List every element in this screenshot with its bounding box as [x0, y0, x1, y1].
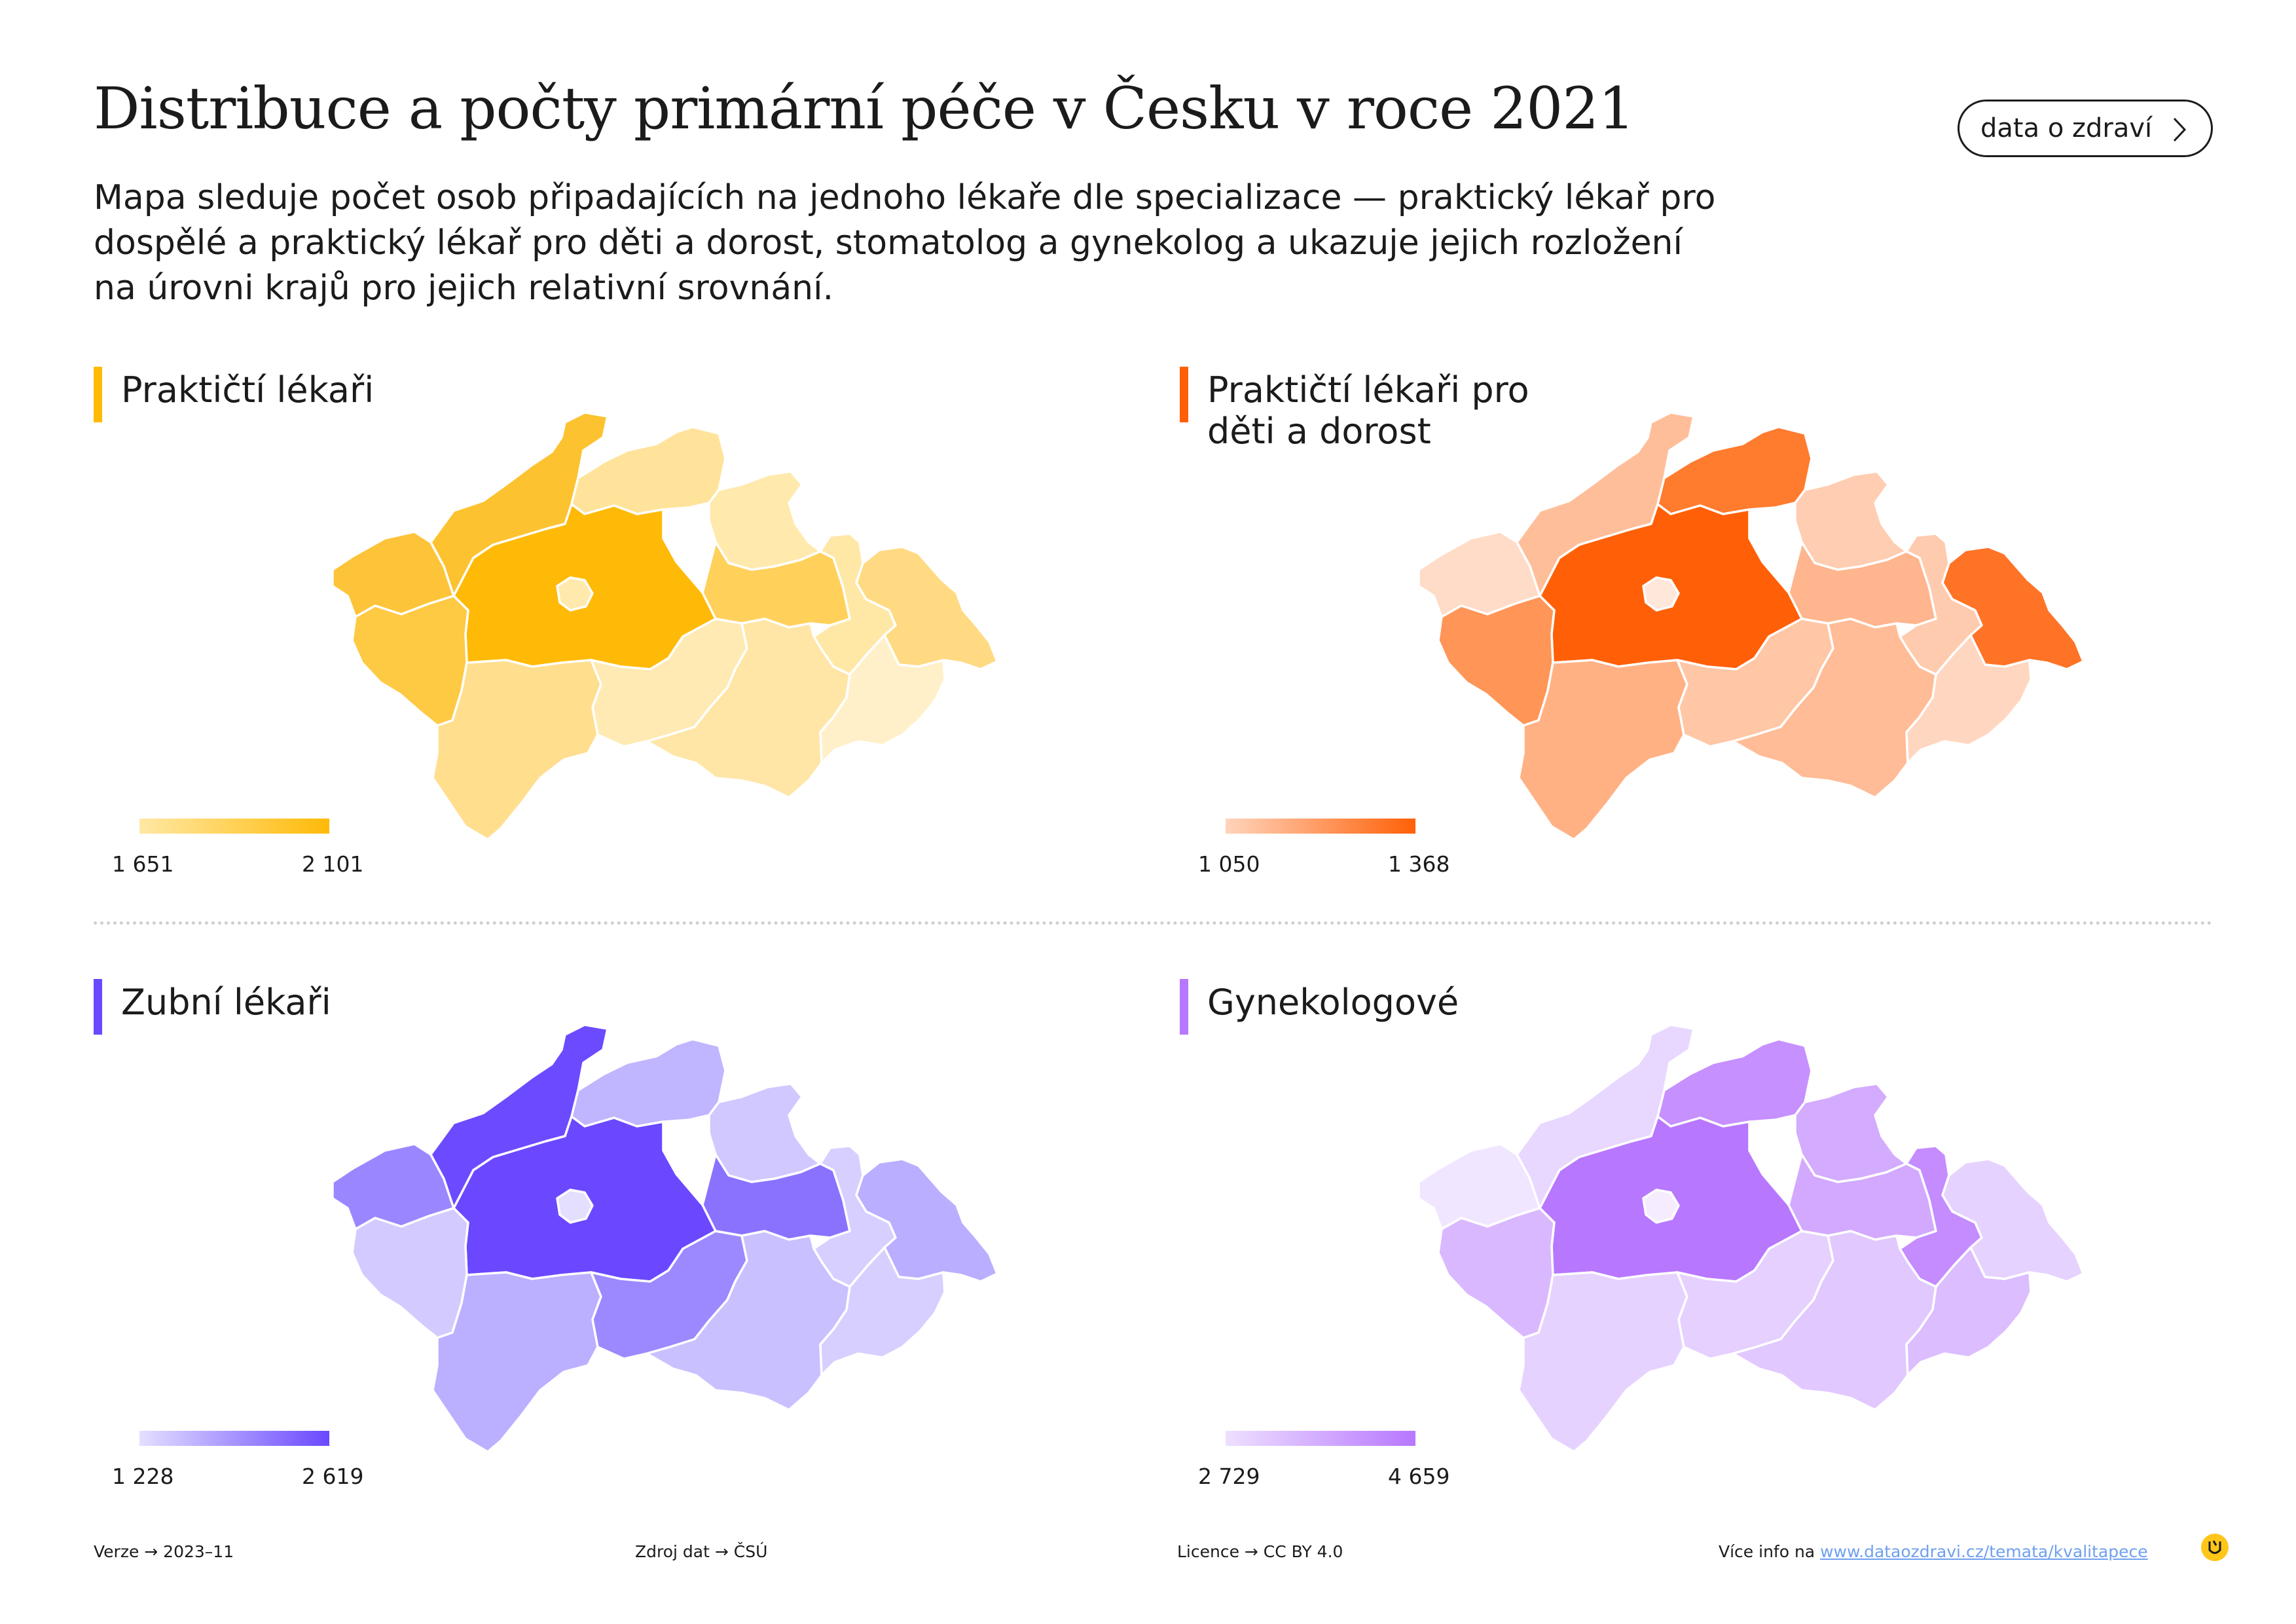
region-jihomoravsky — [1732, 618, 1937, 799]
czech-regions-map — [1417, 1024, 2085, 1453]
region-kralovehradecky — [708, 1082, 822, 1183]
map-panel-3: Zubní lékaři 1 228 2 619 — [94, 979, 1180, 1529]
footer-source: Zdroj dat → ČSÚ — [635, 1542, 768, 1561]
region-plzensky — [351, 595, 469, 727]
legend-gradient-bar — [1226, 1431, 1415, 1446]
panel-accent-bar — [94, 367, 102, 422]
footer-license: Licence → CC BY 4.0 — [1177, 1542, 1343, 1561]
footer-version: Verze → 2023–11 — [94, 1542, 234, 1561]
footer-more-prefix: Více info na — [1719, 1542, 1821, 1561]
legend-max-value: 1 368 — [1388, 851, 1450, 877]
region-moravskoslezsky — [1941, 545, 2085, 671]
legend-max-value: 2 101 — [302, 851, 364, 877]
region-moravskoslezsky — [1941, 1158, 2085, 1283]
legend-gradient-bar — [1226, 819, 1415, 834]
legend-min-value: 1 651 — [112, 851, 174, 877]
region-jihomoravsky — [646, 618, 851, 799]
region-plzensky — [1437, 595, 1556, 727]
panel-title: Zubní lékaři — [121, 982, 331, 1023]
brand-badge-icon — [2200, 1532, 2230, 1562]
region-jihomoravsky — [646, 1230, 851, 1411]
panel-title: Praktičtí lékaři pro děti a dorost — [1207, 369, 1529, 452]
region-zlinsky — [819, 1246, 946, 1376]
legend-min-value: 1 228 — [112, 1464, 174, 1489]
region-moravskoslezsky — [855, 545, 998, 671]
region-praha — [556, 576, 594, 612]
czech-regions-map — [1417, 411, 2085, 841]
data-o-zdravi-button[interactable]: data o zdraví — [1958, 100, 2213, 157]
region-kralovehradecky — [1794, 470, 1908, 571]
legend-max-value: 2 619 — [302, 1464, 364, 1489]
button-label: data o zdraví — [1980, 113, 2153, 143]
region-plzensky — [351, 1207, 469, 1339]
map-panel-2: Praktičtí lékaři pro děti a dorost 1 050 — [1180, 367, 2267, 917]
page-subtitle: Mapa sleduje počet osob připadajících na… — [94, 178, 1716, 308]
region-jihocesky — [1518, 1271, 1688, 1453]
region-jihocesky — [431, 659, 602, 841]
region-zlinsky — [1905, 634, 2032, 764]
region-praha — [556, 1189, 594, 1224]
region-praha — [1642, 576, 1680, 612]
map-panel-1: Praktičtí lékaři 1 651 2 101 — [94, 367, 1180, 917]
region-kralovehradecky — [708, 470, 822, 571]
footer-more-link[interactable]: www.dataozdravi.cz/temata/kvalitapece — [1820, 1542, 2148, 1561]
region-moravskoslezsky — [855, 1158, 998, 1283]
region-plzensky — [1437, 1207, 1556, 1339]
panel-accent-bar — [1180, 367, 1188, 422]
legend-gradient-bar — [139, 1431, 329, 1446]
legend-min-value: 1 050 — [1198, 851, 1260, 877]
panel-title: Gynekologové — [1207, 982, 1459, 1023]
region-jihomoravsky — [1732, 1230, 1937, 1411]
region-jihocesky — [431, 1271, 602, 1453]
region-kralovehradecky — [1794, 1082, 1908, 1183]
region-praha — [1642, 1189, 1680, 1224]
legend-max-value: 4 659 — [1388, 1464, 1450, 1489]
panel-accent-bar — [1180, 979, 1188, 1035]
chevron-right-icon — [2162, 113, 2195, 153]
czech-regions-map — [331, 411, 998, 841]
region-jihocesky — [1518, 659, 1688, 841]
section-divider — [94, 921, 2213, 925]
panel-title: Praktičtí lékaři — [121, 369, 374, 411]
region-zlinsky — [1905, 1246, 2032, 1376]
panel-accent-bar — [94, 979, 102, 1035]
map-panel-4: Gynekologové 2 729 4 659 — [1180, 979, 2267, 1529]
footer-more-info: Více info na www.dataozdravi.cz/temata/k… — [1719, 1542, 2148, 1561]
legend-gradient-bar — [139, 819, 329, 834]
region-zlinsky — [819, 634, 946, 764]
page-title: Distribuce a počty primární péče v Česku… — [94, 75, 1635, 142]
czech-regions-map — [331, 1024, 998, 1453]
legend-min-value: 2 729 — [1198, 1464, 1260, 1489]
